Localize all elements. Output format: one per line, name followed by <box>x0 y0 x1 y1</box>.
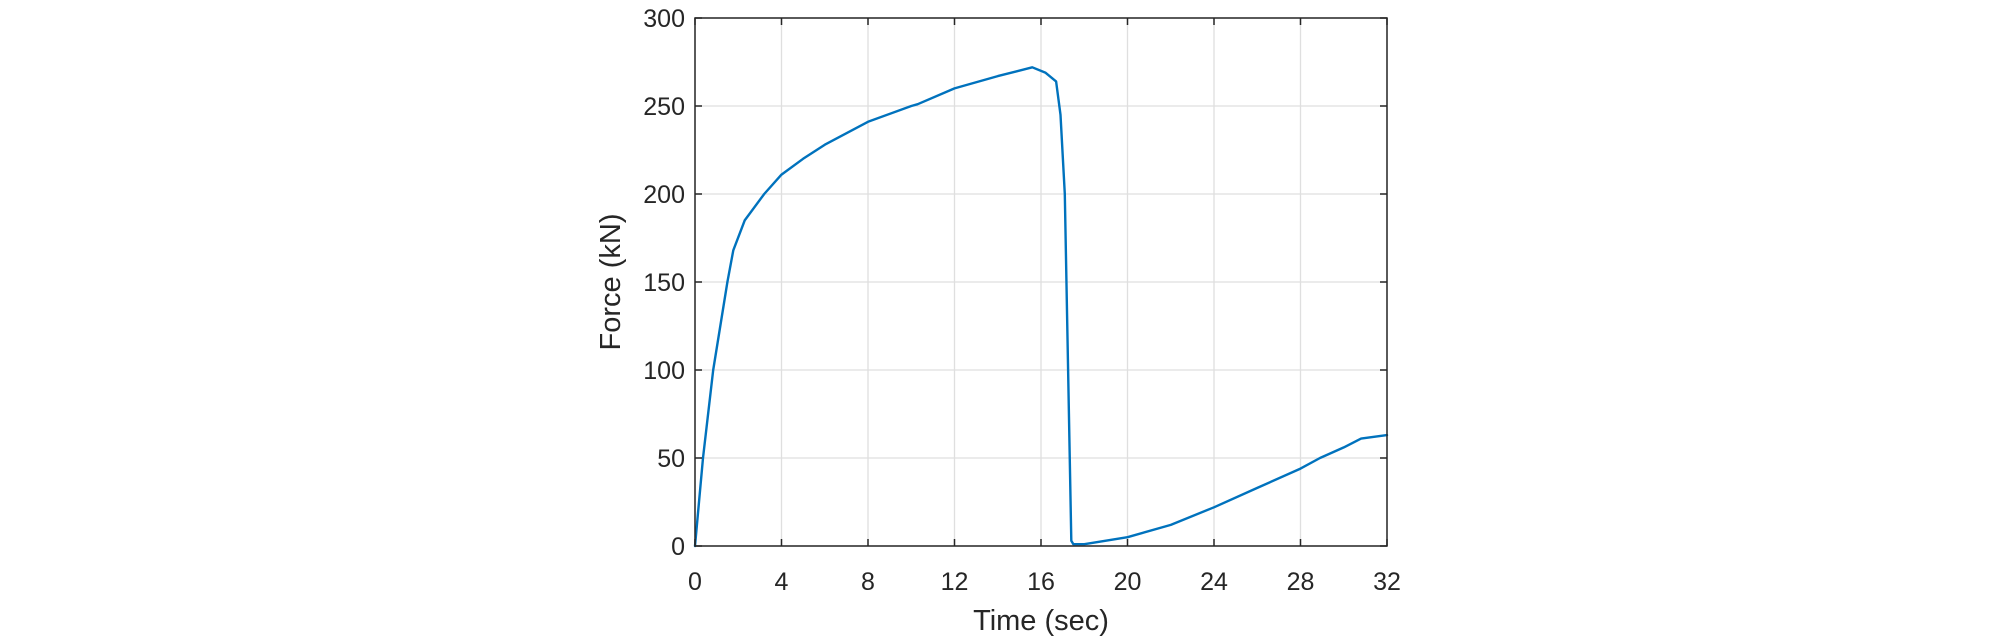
x-tick-label: 12 <box>941 568 969 596</box>
y-tick-label: 100 <box>643 357 685 385</box>
data-series <box>693 66 1389 548</box>
force-line <box>693 66 1389 548</box>
y-tick-label: 200 <box>643 181 685 209</box>
x-tick-label: 20 <box>1114 568 1142 596</box>
y-tick-label: 300 <box>643 5 685 33</box>
y-tick-labels: 0 50 100 150 200 250 300 <box>643 5 685 561</box>
x-tick-label: 4 <box>775 568 789 596</box>
y-axis-label: Force (kN) <box>595 214 627 351</box>
tick-marks <box>694 17 1388 547</box>
x-tick-labels: 0 4 8 12 16 20 24 28 32 <box>688 568 1401 596</box>
x-tick-label: 0 <box>688 568 702 596</box>
x-tick-label: 32 <box>1373 568 1401 596</box>
x-axis-label: Time (sec) <box>973 605 1109 637</box>
y-tick-label: 150 <box>643 269 685 297</box>
y-tick-label: 50 <box>657 445 685 473</box>
x-tick-label: 24 <box>1200 568 1228 596</box>
x-tick-label: 28 <box>1287 568 1315 596</box>
x-tick-label: 8 <box>861 568 875 596</box>
y-tick-label: 0 <box>671 533 685 561</box>
x-tick-label: 16 <box>1027 568 1055 596</box>
y-tick-label: 250 <box>643 93 685 121</box>
